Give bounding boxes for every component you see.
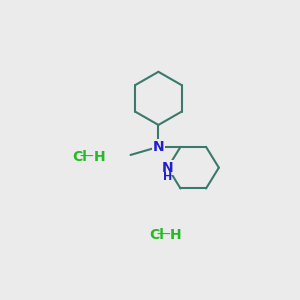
Text: Cl: Cl [72,150,87,164]
Text: —: — [80,150,93,164]
Text: H: H [163,172,172,182]
Text: —: — [156,228,170,242]
Text: H: H [170,228,182,242]
Text: N: N [162,161,173,175]
Text: Cl: Cl [149,228,164,242]
Text: H: H [93,150,105,164]
Text: N: N [153,140,164,154]
